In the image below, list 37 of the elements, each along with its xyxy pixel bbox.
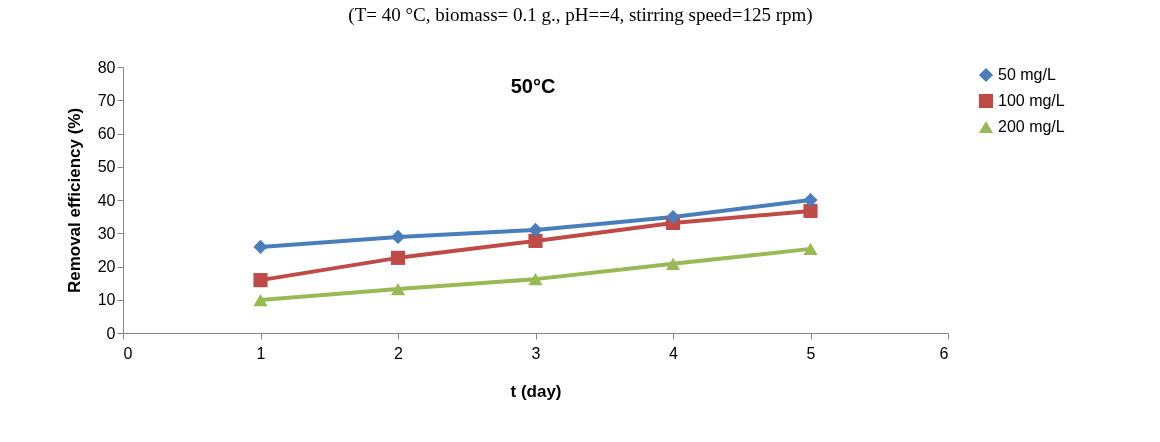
x-axis-title: t (day) (510, 381, 562, 401)
y-tick-label: 40 (97, 191, 116, 209)
point (390, 229, 406, 244)
x-tick-label: 3 (531, 344, 541, 362)
y-tick-label: 50 (97, 158, 116, 176)
point (665, 209, 681, 225)
y-axis-title: Removal efficiency (%) (64, 107, 84, 294)
point (803, 192, 818, 208)
x-tick-label: 0 (123, 344, 133, 362)
point (803, 242, 818, 255)
point (803, 203, 818, 219)
chart-title: (T= 40 °C, biomass= 0.1 g., pH==4, stirring speed=125 rpm) (348, 4, 813, 26)
point (528, 222, 543, 237)
point (253, 273, 268, 288)
point (253, 293, 268, 307)
y-tick-label: 20 (97, 258, 116, 275)
point (528, 233, 543, 248)
point (528, 273, 543, 286)
annotation: 50°C (510, 75, 556, 97)
y-tick-label: 70 (97, 91, 116, 109)
point (390, 250, 406, 265)
x-tick-label: 2 (394, 344, 404, 362)
y-tick-label: 0 (106, 324, 116, 342)
x-tick-label: 1 (256, 344, 266, 362)
point (665, 257, 681, 270)
point (390, 282, 406, 296)
legend-label: 200 mg/L (998, 118, 1065, 135)
legend-label: 100 mg/L (998, 92, 1065, 109)
y-tick-label: 60 (97, 125, 116, 142)
x-tick-label: 5 (806, 344, 816, 362)
point (253, 239, 268, 254)
legend-label: 50 mg/L (998, 66, 1056, 83)
x-tick-label: 4 (669, 344, 679, 362)
y-tick-label: 30 (97, 224, 116, 242)
y-tick-label: 10 (97, 291, 116, 309)
x-tick-label: 6 (939, 344, 949, 362)
y-tick-label: 80 (97, 58, 116, 76)
